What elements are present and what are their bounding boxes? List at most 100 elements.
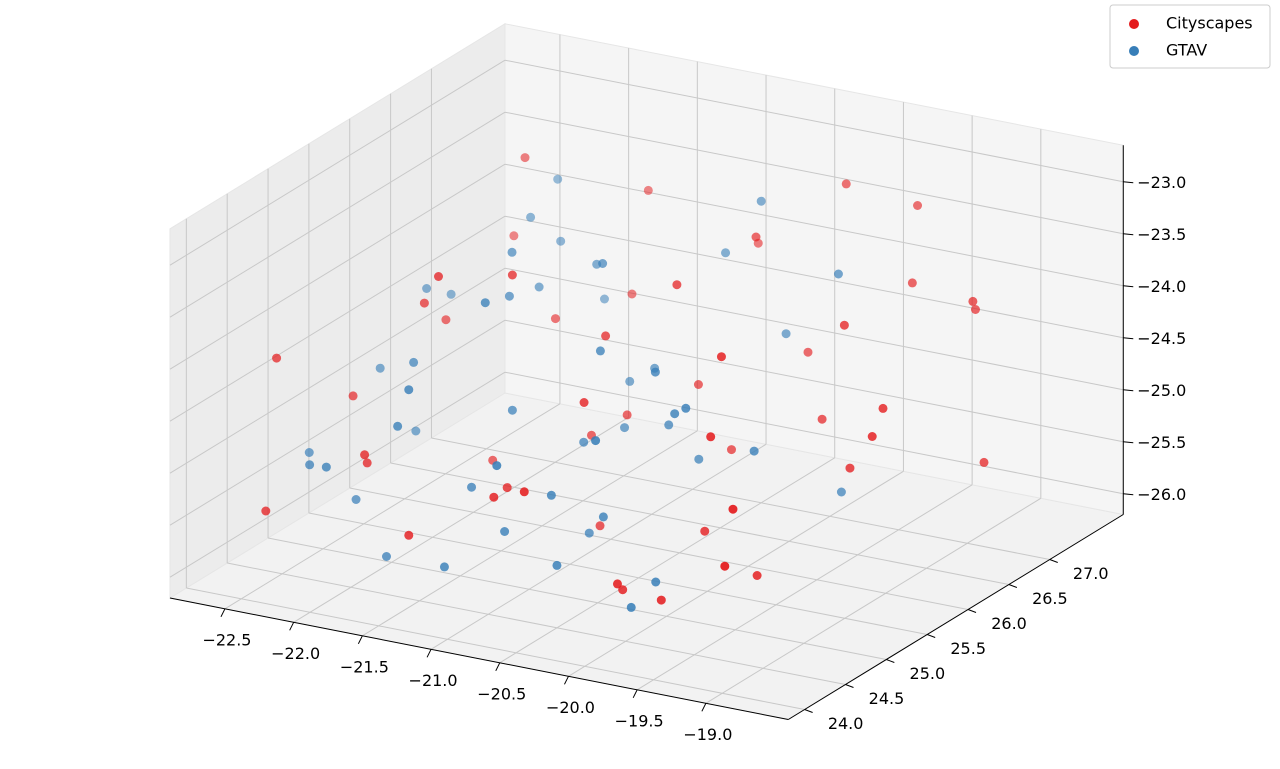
data-point [304,448,314,457]
x-tick [701,703,707,712]
x-axis [169,597,789,720]
legend: Cityscapes GTAV [1109,4,1271,69]
z-tick-label: −25.0 [1137,381,1186,400]
data-point [579,437,589,447]
data-point [553,174,563,184]
data-point [833,269,843,279]
grid-line [169,371,506,578]
data-point [845,463,855,473]
y-tick [804,709,813,713]
z-tick-label: −26.0 [1137,485,1186,504]
data-point [579,398,589,407]
data-point [305,460,315,470]
grid-line [504,163,1124,287]
data-point [492,461,502,471]
data-point [670,409,680,419]
data-point [439,562,449,572]
grid-line [227,562,846,685]
z-tick-label: −24.0 [1137,277,1186,296]
grid-line [705,497,1042,704]
grid-line [504,59,1124,183]
data-point [706,432,716,442]
x-tick [426,649,432,658]
x-tick [632,689,638,699]
data-point [446,289,456,299]
y-tick [1008,584,1018,588]
grid-line [293,416,629,623]
data-point [664,420,674,430]
data-point [781,329,791,339]
z-tick-label: −24.5 [1137,329,1186,348]
data-point [694,454,704,464]
y-tick [1049,559,1058,563]
x-tick [289,622,295,631]
data-point [643,185,653,195]
grid-line [499,457,835,664]
data-point [507,405,517,415]
y-tick-label: 27.0 [1073,564,1109,583]
grid-line [504,319,1124,443]
grid-line [349,487,969,610]
legend-label: GTAV [1166,41,1207,60]
data-point [509,231,519,241]
legend-box [1109,4,1271,69]
data-point [867,432,877,441]
y-tick-label: 26.5 [1032,589,1068,608]
grid-line [267,537,887,660]
grid-line [224,403,561,610]
data-point [321,462,331,472]
data-point [591,436,601,446]
data-point [441,315,451,325]
data-point [595,521,605,531]
data-point [404,530,414,540]
data-point [550,314,560,324]
data-point [672,280,682,290]
y-tick-label: 25.5 [950,639,986,658]
grid-line [186,587,805,710]
data-point [601,331,611,341]
grid-line [504,111,1124,235]
data-point [907,278,917,288]
data-point [700,526,710,536]
data-point [552,560,562,570]
data-point [721,248,731,258]
data-point [411,426,421,436]
grid-line [431,437,1050,560]
data-point [836,487,846,497]
x-tick-label: −22.0 [271,644,320,663]
y-tick [886,659,895,663]
data-point [716,352,726,362]
data-point [393,421,403,431]
data-point [970,305,980,314]
data-point [519,487,529,497]
y-axis [788,514,1124,720]
data-point [878,403,888,413]
data-point [693,380,703,389]
grid-line [169,163,506,370]
grid-line [169,319,506,526]
grid-line [504,371,1124,495]
data-point [612,579,622,589]
data-point [382,552,391,561]
data-point [351,495,361,504]
z-tick [1123,233,1134,236]
grid-line [169,59,506,266]
grid-line [169,267,506,474]
data-point [584,528,594,538]
grid-line [430,443,767,650]
data-point [656,595,666,605]
y-tick [927,634,936,638]
data-point [272,353,282,363]
z-tick-label: −23.5 [1137,225,1186,244]
data-point [598,512,608,522]
data-point [520,153,530,163]
data-point [728,504,738,514]
legend-marker [1129,46,1139,56]
y-tick-label: 24.0 [828,714,864,733]
data-point [599,294,609,304]
data-point [720,561,730,571]
data-point [749,446,759,456]
x-tick-label: −21.5 [340,657,389,676]
data-point [817,414,827,424]
grid-line [568,470,904,677]
